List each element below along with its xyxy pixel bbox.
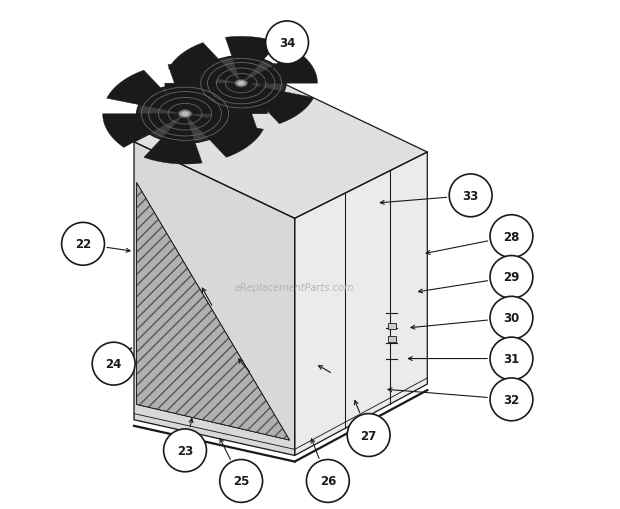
Text: 26: 26 bbox=[320, 474, 336, 488]
Polygon shape bbox=[165, 84, 241, 115]
Ellipse shape bbox=[200, 59, 283, 109]
Text: 30: 30 bbox=[503, 312, 520, 325]
Polygon shape bbox=[241, 84, 314, 125]
Ellipse shape bbox=[235, 80, 247, 88]
Ellipse shape bbox=[140, 87, 230, 142]
Polygon shape bbox=[134, 143, 294, 456]
Circle shape bbox=[490, 378, 533, 421]
Polygon shape bbox=[169, 43, 241, 84]
Text: 24: 24 bbox=[105, 357, 122, 371]
Ellipse shape bbox=[181, 112, 189, 117]
Polygon shape bbox=[294, 153, 427, 456]
Polygon shape bbox=[203, 84, 257, 131]
Circle shape bbox=[164, 429, 206, 472]
Circle shape bbox=[490, 215, 533, 258]
Circle shape bbox=[450, 175, 492, 217]
Circle shape bbox=[61, 223, 105, 266]
Text: 31: 31 bbox=[503, 352, 520, 365]
Text: 23: 23 bbox=[177, 444, 193, 457]
Polygon shape bbox=[103, 115, 185, 148]
Bar bbox=[388, 336, 396, 343]
Circle shape bbox=[490, 337, 533, 380]
Text: 34: 34 bbox=[279, 37, 295, 50]
Ellipse shape bbox=[136, 85, 234, 144]
Polygon shape bbox=[168, 64, 226, 115]
Polygon shape bbox=[107, 71, 185, 115]
Text: 33: 33 bbox=[463, 189, 479, 203]
Text: 27: 27 bbox=[360, 429, 377, 442]
Bar bbox=[388, 323, 396, 330]
Circle shape bbox=[347, 414, 390, 457]
Text: 28: 28 bbox=[503, 230, 520, 243]
Polygon shape bbox=[144, 115, 202, 165]
Polygon shape bbox=[241, 53, 317, 84]
Text: 32: 32 bbox=[503, 393, 520, 406]
Circle shape bbox=[265, 22, 309, 65]
Text: 25: 25 bbox=[233, 474, 249, 488]
Circle shape bbox=[490, 297, 533, 340]
Ellipse shape bbox=[237, 82, 245, 86]
Text: eReplacementParts.com: eReplacementParts.com bbox=[235, 282, 355, 293]
Polygon shape bbox=[136, 183, 290, 440]
Circle shape bbox=[219, 460, 263, 502]
Polygon shape bbox=[225, 37, 279, 84]
Text: 22: 22 bbox=[75, 238, 91, 251]
Ellipse shape bbox=[197, 56, 286, 111]
Ellipse shape bbox=[179, 110, 192, 119]
Polygon shape bbox=[134, 76, 427, 219]
Circle shape bbox=[490, 256, 533, 299]
Circle shape bbox=[92, 343, 135, 385]
Polygon shape bbox=[185, 81, 267, 115]
Circle shape bbox=[306, 460, 349, 502]
Polygon shape bbox=[136, 183, 290, 440]
Polygon shape bbox=[185, 115, 264, 158]
Text: 29: 29 bbox=[503, 271, 520, 284]
